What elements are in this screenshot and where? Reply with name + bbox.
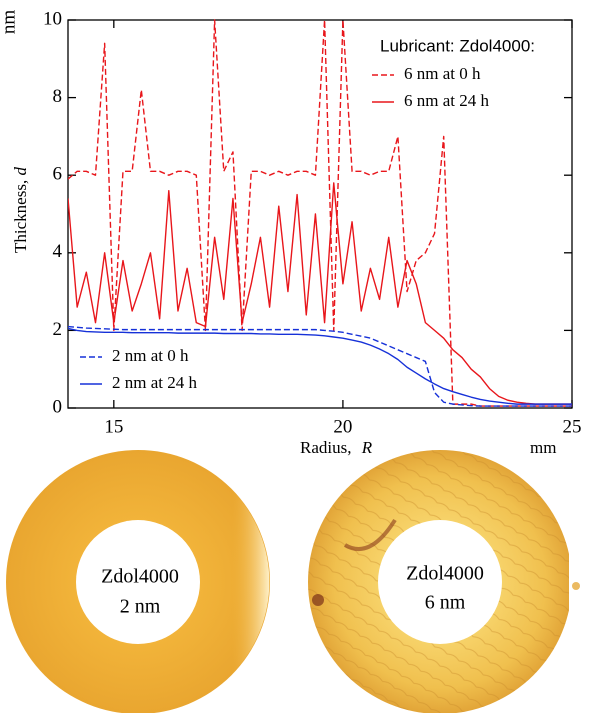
- y-tick-label: 8: [53, 86, 63, 107]
- data-line: [68, 327, 572, 405]
- plot-lines: [68, 19, 572, 407]
- x-unit: mm: [530, 438, 556, 457]
- y-axis-label: Thickness, d: [11, 167, 30, 253]
- plot-frame: [67, 19, 573, 409]
- legend-label: 2 nm at 0 h: [112, 346, 189, 365]
- legend: 6 nm at 0 h 6 nm at 24 h 2 nm at 0 h 2 nm a…: [80, 64, 489, 392]
- disc-edge: [232, 490, 270, 674]
- x-label-text: Radius,: [300, 438, 351, 457]
- data-line: [68, 182, 572, 405]
- y-tick-label: 6: [53, 164, 63, 185]
- disc-image-2nm: Zdol4000 2 nm: [6, 450, 270, 713]
- y-tick-label: 4: [53, 241, 63, 262]
- y-label-text: Thickness,: [11, 180, 30, 253]
- y-unit: nm: [0, 10, 19, 35]
- data-line: [68, 19, 572, 407]
- y-tick-label: 0: [53, 396, 63, 417]
- x-tick-label: 20: [333, 416, 352, 437]
- x-tick-label: 25: [563, 416, 582, 437]
- axes: 0 2 4 6 8 10 15 20 25: [43, 8, 582, 437]
- x-axis-label: Radius, R: [300, 438, 373, 457]
- y-tick-label: 10: [43, 8, 62, 29]
- image-label: Zdol4000: [406, 563, 484, 585]
- legend-label: 6 nm at 24 h: [404, 91, 489, 110]
- data-line: [68, 325, 572, 407]
- image-sublabel: 6 nm: [425, 592, 466, 614]
- disc-hole: [378, 520, 502, 644]
- legend-label: 2 nm at 24 h: [112, 373, 197, 392]
- y-tick-label: 2: [53, 319, 63, 340]
- x-tick-label: 15: [104, 416, 123, 437]
- legend-title: Lubricant: Zdol4000:: [380, 36, 535, 55]
- legend-label: 6 nm at 0 h: [404, 64, 481, 83]
- image-label: Zdol4000: [101, 566, 179, 588]
- disc-hole: [76, 520, 200, 644]
- disc-image-6nm: Zdol4000 6 nm: [308, 450, 580, 713]
- y-label-var: d: [11, 167, 30, 176]
- x-label-var: R: [361, 438, 373, 457]
- image-sublabel: 2 nm: [120, 596, 161, 618]
